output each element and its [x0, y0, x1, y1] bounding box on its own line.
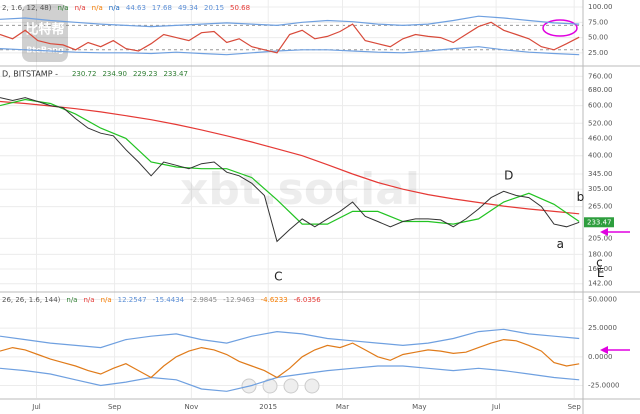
- price-tag-bg: [584, 217, 614, 228]
- series-line: [0, 46, 580, 56]
- logo-text: 比特帮: [25, 22, 64, 38]
- readout-value: n/a: [75, 4, 86, 12]
- x-tick-label: Sep: [568, 403, 582, 411]
- x-tick-label: Jul: [491, 403, 501, 411]
- readout-value: -6.0356: [294, 296, 322, 304]
- arrow-head: [600, 228, 608, 236]
- y-tick-label: 460.00: [588, 134, 613, 142]
- readout-value: 17.68: [152, 4, 172, 12]
- y-tick-label: 50.00: [588, 34, 608, 42]
- readout-value: n/a: [57, 4, 68, 12]
- series-line: [0, 21, 580, 54]
- y-tick-label: 0.0000: [588, 353, 613, 361]
- nav-button[interactable]: [262, 378, 278, 394]
- series-line: [0, 97, 580, 243]
- series-line: [0, 328, 580, 349]
- readout-value: 49.34: [178, 4, 199, 12]
- annotation: E: [597, 266, 605, 280]
- readout-value: n/a: [66, 296, 77, 304]
- y-tick-label: 205.00: [588, 234, 613, 242]
- series-line: [0, 98, 580, 225]
- readout-value: 44.63: [126, 4, 146, 12]
- readout-value: 2, 1.6, 12, 48): [2, 4, 52, 12]
- y-tick-label: -25.0000: [588, 382, 619, 390]
- y-tick-label: 100.00: [588, 3, 613, 11]
- y-tick-label: 180.00: [588, 250, 613, 258]
- x-tick-label: May: [412, 403, 426, 411]
- nav-button[interactable]: [283, 378, 299, 394]
- annotation: b: [577, 190, 585, 204]
- readout-value: -15.4434: [153, 296, 185, 304]
- y-tick-label: 25.0000: [588, 324, 617, 332]
- readout-value: n/a: [101, 296, 112, 304]
- readout-value: n/a: [109, 4, 120, 12]
- arrow: [600, 346, 630, 354]
- readout-value: n/a: [83, 296, 94, 304]
- x-tick-label: Jul: [31, 403, 41, 411]
- arrow: [600, 228, 630, 236]
- y-tick-label: 50.0000: [588, 295, 617, 303]
- nav-button[interactable]: [304, 378, 320, 394]
- series-line: [0, 338, 580, 379]
- y-tick-label: 160.00: [588, 265, 613, 273]
- x-tick-label: 2015: [259, 403, 277, 411]
- arrow-head: [600, 346, 608, 354]
- readout-value: -2.9845: [190, 296, 217, 304]
- series-line: [0, 100, 580, 215]
- x-tick-label: Sep: [108, 403, 122, 411]
- price-tag: 233.47: [587, 218, 612, 226]
- readout-value: -12.9463: [223, 296, 254, 304]
- readout-value: 230.72: [72, 70, 97, 78]
- y-tick-label: 265.00: [588, 203, 613, 211]
- highlight-ellipse: [542, 19, 578, 37]
- annotation: c: [596, 255, 603, 269]
- grid-layer: [0, 0, 583, 398]
- y-tick-label: 75.00: [588, 18, 608, 26]
- y-tick-label: 25.00: [588, 49, 608, 57]
- y-tick-label: 600.00: [588, 102, 613, 110]
- y-tick-label: 680.00: [588, 86, 613, 94]
- x-tick-label: Nov: [185, 403, 199, 411]
- readout-value: 234.90: [102, 70, 127, 78]
- readout-value: 233.47: [163, 70, 188, 78]
- y-tick-label: 400.00: [588, 152, 613, 160]
- readout-value: 12.2547: [118, 296, 147, 304]
- logo-latin: BtcBang: [26, 46, 64, 55]
- series-line: [0, 15, 580, 28]
- y-tick-label: 520.00: [588, 119, 613, 127]
- readout-value: 20.15: [204, 4, 224, 12]
- readout-value: -4.6233: [261, 296, 288, 304]
- watermark: xbt.social: [180, 164, 420, 215]
- annotation: C: [274, 269, 282, 283]
- annotation: D: [504, 168, 513, 182]
- x-tick-label: Mar: [336, 403, 349, 411]
- readout-value: 26, 26, 1.6, 144): [2, 296, 61, 304]
- y-tick-label: 142.00: [588, 280, 613, 288]
- readout-value: n/a: [92, 4, 103, 12]
- y-tick-label: 305.00: [588, 185, 613, 193]
- readout-value: 50.68: [230, 4, 250, 12]
- series-line: [0, 365, 580, 392]
- readout-value: 229.23: [133, 70, 158, 78]
- y-tick-label: 760.00: [588, 72, 613, 80]
- y-tick-label: 345.00: [588, 170, 613, 178]
- chart-title: D, BITSTAMP -: [2, 70, 58, 79]
- annotation: a: [557, 237, 564, 251]
